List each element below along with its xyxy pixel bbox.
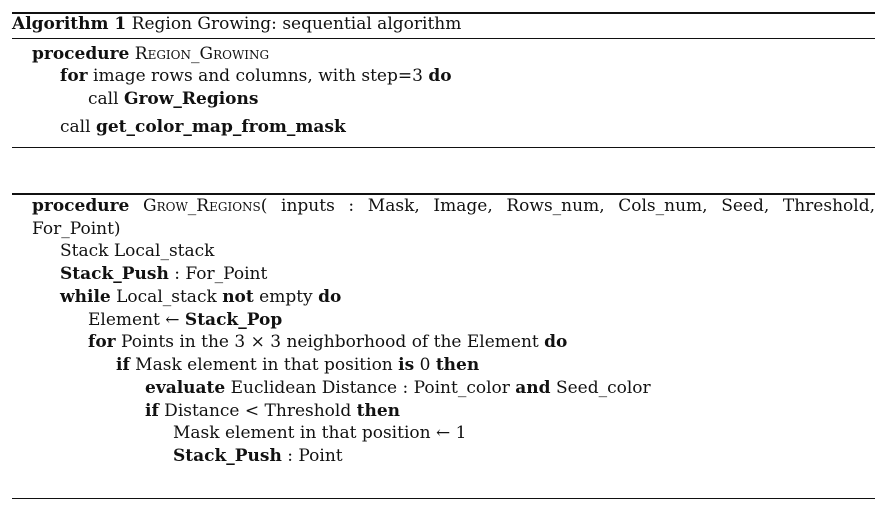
algorithm-label: Algorithm 1 — [12, 14, 127, 34]
mask-assignment-line: Mask element in that position ← 1 — [173, 423, 466, 444]
do-keyword: do — [544, 332, 568, 352]
if-keyword: if — [116, 355, 130, 375]
stack-push-argument: : Point — [281, 446, 343, 466]
pop-assignment: Element ← — [88, 310, 185, 330]
for-keyword: for — [88, 332, 116, 352]
while-line: while Local_stack not empty do — [60, 287, 341, 308]
stack-push-point-line: Stack_Push : Point — [173, 446, 343, 467]
not-keyword: not — [222, 287, 254, 307]
algorithm1-bottom-rule — [12, 147, 875, 148]
procedure-grow-regions-line: procedure Grow_Regions( inputs : Mask, I… — [32, 196, 875, 217]
algorithm-caption: Algorithm 1 Region Growing: sequential a… — [12, 14, 461, 35]
mask-assignment: Mask element in that position ← 1 — [173, 423, 467, 443]
caption-rule — [12, 38, 875, 39]
if-mask-text: Mask element in that position — [129, 355, 399, 375]
for-condition: image rows and columns, with step=3 — [93, 66, 423, 86]
then-keyword: then — [435, 355, 480, 375]
stack-pop-keyword: Stack_Pop — [184, 310, 283, 330]
evaluate-distance-line: evaluate Euclidean Distance : Point_colo… — [145, 378, 651, 399]
if-keyword: if — [145, 401, 159, 421]
while-keyword: while — [60, 287, 111, 307]
stack-push-for-point-line: Stack_Push : For_Point — [60, 264, 267, 285]
stack-pop-line: Element ← Stack_Pop — [88, 310, 282, 331]
call-target: get_color_map_from_mask — [95, 117, 346, 137]
stack-declaration: Stack Local_stack — [60, 241, 215, 261]
procedure-region-growing-line: procedure Region_Growing — [32, 44, 269, 65]
stack-declaration-line: Stack Local_stack — [60, 241, 214, 262]
procedure-name: Region_Growing — [134, 44, 270, 64]
call-color-map-line: call get_color_map_from_mask — [60, 117, 346, 138]
do-keyword: do — [318, 287, 342, 307]
call-keyword: call — [60, 117, 91, 137]
while-condition: empty — [253, 287, 319, 307]
if-threshold-text: Distance < Threshold — [158, 401, 357, 421]
procedure-arguments: ( inputs : Mask, Image, Rows_num, Cols_n… — [260, 196, 875, 216]
do-keyword: do — [428, 66, 452, 86]
procedure-arguments-continuation: For_Point) — [32, 219, 121, 240]
evaluate-seed-color: Seed_color — [550, 378, 651, 398]
for-keyword: for — [60, 66, 88, 86]
procedure-keyword: procedure — [32, 196, 130, 216]
evaluate-keyword: evaluate — [145, 378, 226, 398]
if-mask-line: if Mask element in that position is 0 th… — [116, 355, 479, 376]
call-target: Grow_Regions — [123, 89, 259, 109]
stack-push-keyword: Stack_Push — [60, 264, 169, 284]
call-grow-regions-line: call Grow_Regions — [88, 89, 258, 110]
algorithm2-top-rule — [12, 193, 875, 195]
stack-push-keyword: Stack_Push — [173, 446, 282, 466]
for-neighborhood-text: Points in the 3 × 3 neighborhood of the … — [115, 332, 545, 352]
for-neighborhood-line: for Points in the 3 × 3 neighborhood of … — [88, 332, 567, 353]
procedure-arguments-tail: For_Point) — [32, 219, 121, 239]
top-rule — [12, 12, 875, 14]
if-threshold-line: if Distance < Threshold then — [145, 401, 400, 422]
is-keyword: is — [398, 355, 415, 375]
algorithm2-bottom-rule — [12, 498, 875, 499]
algorithm-title: Region Growing: sequential algorithm — [131, 14, 462, 34]
evaluate-text: Euclidean Distance : Point_color — [225, 378, 516, 398]
while-subject: Local_stack — [110, 287, 223, 307]
procedure-name: Grow_Regions — [143, 196, 261, 216]
procedure-keyword: procedure — [32, 44, 130, 64]
if-mask-value: 0 — [414, 355, 436, 375]
for-rows-cols-line: for image rows and columns, with step=3 … — [60, 66, 452, 87]
stack-push-argument: : For_Point — [168, 264, 268, 284]
call-keyword: call — [88, 89, 119, 109]
then-keyword: then — [356, 401, 401, 421]
and-keyword: and — [515, 378, 551, 398]
